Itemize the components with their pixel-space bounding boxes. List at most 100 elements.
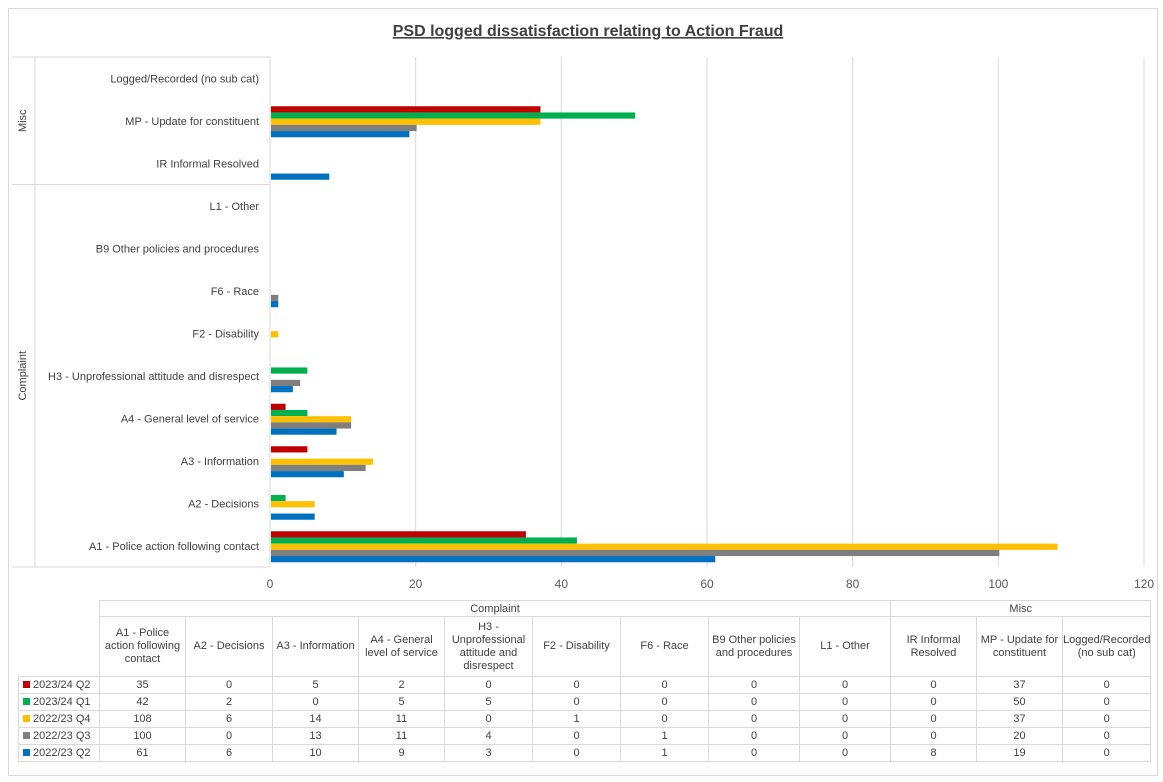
x-tick-label: 120	[1134, 577, 1154, 591]
legend-entry: 2023/24 Q2	[18, 676, 100, 694]
table-column-header: A4 - General level of service	[358, 616, 445, 677]
legend-label: 2022/23 Q3	[33, 730, 91, 742]
table-corner	[19, 601, 100, 617]
bar	[271, 403, 286, 410]
table-cell: 0	[272, 693, 359, 711]
bar	[271, 386, 293, 393]
table-cell: 0	[890, 727, 977, 745]
table-cell: 0	[799, 744, 891, 762]
bar	[271, 501, 315, 508]
table-cell: 11	[358, 710, 445, 728]
table-cell: 0	[890, 693, 977, 711]
data-table: Complaint Misc A1 - Police action followin…	[18, 600, 1152, 762]
table-cell: 0	[532, 693, 621, 711]
bar	[271, 531, 526, 538]
category-label: F2 - Disability	[192, 328, 259, 340]
table-cell: 20	[976, 727, 1063, 745]
x-tick-label: 40	[555, 577, 569, 591]
bar	[271, 556, 716, 563]
category-label: MP - Update for constituent	[125, 116, 259, 128]
group-label: Misc	[17, 109, 29, 132]
bar	[271, 549, 1000, 557]
category-label: A1 - Police action following contact	[89, 541, 259, 553]
chart-area: PSD logged dissatisfaction relating to A…	[12, 23, 1155, 591]
legend-entry: 2022/23 Q3	[18, 727, 100, 745]
legend-label: 2023/24 Q1	[33, 696, 91, 708]
bar	[271, 464, 366, 472]
table-group-header: Complaint	[99, 600, 891, 617]
x-axis-ticks: 0 20 40 60 80 100 120	[267, 577, 1155, 591]
bar	[271, 124, 417, 132]
bar	[271, 331, 279, 338]
table-column-header: L1 - Other	[799, 616, 891, 677]
table-cell: 100	[99, 727, 186, 745]
table-cell: 0	[185, 727, 273, 745]
table-cell: 0	[1061, 693, 1152, 711]
table-cell: 9	[358, 744, 445, 762]
table-cell: 0	[532, 676, 621, 694]
category-label: A3 - Information	[181, 456, 259, 468]
category-label: IR Informal Resolved	[156, 158, 259, 170]
table-cell: 0	[185, 676, 273, 694]
bar	[271, 294, 279, 302]
bar	[271, 112, 636, 119]
table-cell: 2	[358, 676, 445, 694]
table-cell: 4	[444, 727, 533, 745]
table-cell: 5	[444, 693, 533, 711]
bar	[271, 131, 410, 138]
bar	[271, 494, 286, 502]
table-cell: 0	[890, 676, 977, 694]
table-cell: 5	[272, 676, 359, 694]
table-column-header: F2 - Disability	[532, 616, 621, 677]
table-cell: 0	[532, 744, 621, 762]
table-column-header: Logged/Recorded (no sub cat)	[1061, 616, 1152, 677]
category-labels: Misc Complaint Logged/Recorded (no sub cat…	[17, 73, 259, 553]
table-row: 2023/24 Q2 35 0 5 2 0 0 0 0 0 0 37 0	[18, 676, 1152, 694]
table-cell: 0	[708, 693, 800, 711]
bar	[271, 416, 352, 423]
table-column-header: IR Informal Resolved	[890, 616, 977, 677]
table-cell: 0	[1061, 744, 1152, 762]
bar	[271, 367, 308, 374]
bar	[271, 106, 541, 113]
category-label: B9 Other policies and procedures	[96, 243, 260, 255]
bar	[271, 409, 308, 417]
table-cell: 108	[99, 710, 186, 728]
category-label: A2 - Decisions	[188, 498, 259, 510]
x-tick-label: 60	[700, 577, 714, 591]
table-cell: 6	[185, 744, 273, 762]
bars	[271, 106, 1058, 563]
table-column-header: B9 Other policies and procedures	[708, 616, 800, 677]
table-cell: 0	[799, 727, 891, 745]
table-cell: 35	[99, 676, 186, 694]
table-column-header: A1 - Police action following contact	[99, 616, 186, 677]
table-cell: 0	[799, 676, 891, 694]
table-group-header: Misc	[889, 600, 1152, 617]
bar	[271, 173, 330, 180]
bar	[271, 458, 373, 465]
table-row: 2022/23 Q2 61 6 10 9 3 0 1 0 0 8 19 0	[18, 744, 1152, 762]
x-tick-label: 80	[846, 577, 860, 591]
category-label: A4 - General level of service	[121, 413, 259, 425]
chart-title: PSD logged dissatisfaction relating to A…	[393, 23, 784, 40]
table-cell: 19	[976, 744, 1063, 762]
legend-entry: 2023/24 Q1	[18, 693, 100, 711]
category-label: L1 - Other	[209, 201, 259, 213]
table-cell: 0	[444, 710, 533, 728]
bar	[271, 118, 541, 125]
table-cell: 11	[358, 727, 445, 745]
legend-entry: 2022/23 Q2	[18, 744, 100, 762]
table-cell: 13	[272, 727, 359, 745]
legend-label: 2022/23 Q4	[33, 713, 91, 725]
category-label: H3 - Unprofessional attitude and disresp…	[48, 371, 259, 383]
table-cell: 0	[444, 676, 533, 694]
table-cell: 37	[976, 676, 1063, 694]
x-tick-label: 100	[988, 577, 1008, 591]
table-cell: 0	[799, 710, 891, 728]
table-cell: 50	[976, 693, 1063, 711]
group-label: Complaint	[17, 351, 29, 401]
table-cell: 37	[976, 710, 1063, 728]
bar	[271, 428, 337, 435]
bar	[271, 471, 344, 478]
legend-swatch	[23, 714, 30, 722]
